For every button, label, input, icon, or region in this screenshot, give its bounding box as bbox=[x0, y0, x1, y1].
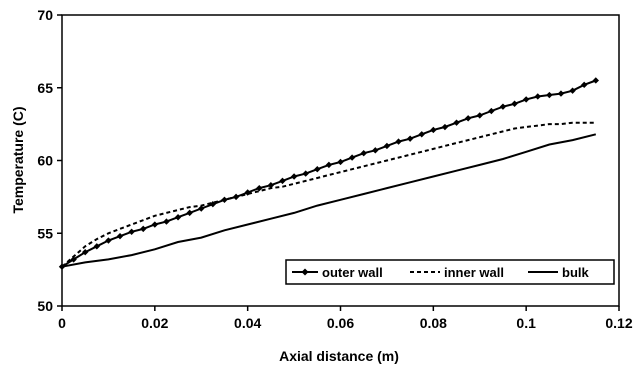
y-tick-label: 55 bbox=[37, 225, 53, 241]
x-tick-label: 0 bbox=[58, 315, 66, 331]
point-outer-wall bbox=[93, 243, 101, 250]
series-layer bbox=[58, 77, 599, 270]
point-outer-wall bbox=[267, 182, 275, 189]
point-outer-wall bbox=[256, 184, 263, 192]
point-outer-wall bbox=[395, 138, 402, 145]
legend-marker-outer-wall bbox=[301, 268, 309, 276]
point-outer-wall bbox=[314, 166, 321, 173]
point-outer-wall bbox=[418, 131, 425, 138]
legend-label-outer-wall: outer wall bbox=[322, 265, 383, 280]
x-tick-label: 0.12 bbox=[605, 315, 632, 331]
series-line-inner-wall bbox=[61, 121, 596, 268]
y-tick-label: 65 bbox=[37, 80, 53, 96]
point-outer-wall bbox=[82, 248, 89, 256]
point-outer-wall bbox=[557, 90, 565, 97]
y-tick-label: 70 bbox=[37, 7, 53, 23]
point-outer-wall bbox=[522, 96, 530, 103]
point-outer-wall bbox=[290, 173, 298, 180]
point-outer-wall bbox=[348, 154, 356, 161]
y-axis-title: Temperature (C) bbox=[10, 106, 26, 213]
legend-label-bulk: bulk bbox=[562, 265, 589, 280]
x-tick-label: 0.02 bbox=[141, 315, 168, 331]
legend: outer wall inner wall bulk bbox=[285, 259, 615, 285]
y-tick-label: 50 bbox=[37, 298, 53, 314]
point-outer-wall bbox=[70, 256, 77, 263]
point-outer-wall bbox=[198, 205, 205, 212]
point-outer-wall bbox=[174, 214, 182, 221]
point-outer-wall bbox=[430, 126, 437, 134]
point-outer-wall bbox=[105, 237, 112, 244]
x-tick-label: 0.04 bbox=[234, 315, 261, 331]
point-outer-wall bbox=[592, 77, 599, 84]
point-outer-wall bbox=[511, 100, 518, 107]
point-outer-wall bbox=[476, 112, 483, 119]
legend-label-inner-wall: inner wall bbox=[444, 265, 504, 280]
y-tick-label: 60 bbox=[37, 153, 53, 169]
series-line-outer-wall bbox=[61, 79, 597, 268]
point-outer-wall bbox=[128, 228, 135, 235]
point-outer-wall bbox=[499, 103, 507, 110]
x-tick-label: 0.06 bbox=[327, 315, 354, 331]
point-outer-wall bbox=[279, 177, 286, 185]
axes: 0 0.02 0.04 0.06 0.08 0.1 0.12 50 55 60 65 70 bbox=[37, 7, 632, 331]
x-tick-label: 0.1 bbox=[516, 315, 536, 331]
point-outer-wall bbox=[302, 170, 309, 177]
point-outer-wall bbox=[441, 123, 449, 131]
point-outer-wall bbox=[546, 91, 553, 99]
point-outer-wall bbox=[580, 81, 588, 89]
x-axis-title: Axial distance (m) bbox=[279, 348, 399, 364]
point-outer-wall bbox=[186, 209, 193, 217]
series-line-bulk bbox=[61, 133, 597, 268]
point-outer-wall bbox=[372, 147, 379, 154]
x-tick-label: 0.08 bbox=[420, 315, 447, 331]
point-outer-wall bbox=[116, 232, 124, 240]
legend-box bbox=[285, 259, 615, 285]
point-outer-wall bbox=[534, 93, 541, 100]
point-outer-wall bbox=[464, 115, 472, 122]
point-outer-wall bbox=[163, 218, 170, 225]
point-outer-wall bbox=[406, 135, 414, 142]
point-outer-wall bbox=[383, 142, 391, 150]
point-outer-wall bbox=[337, 158, 344, 166]
point-outer-wall bbox=[140, 225, 147, 233]
point-outer-wall bbox=[453, 119, 460, 126]
point-outer-wall bbox=[360, 150, 367, 157]
point-outer-wall bbox=[151, 221, 159, 228]
point-outer-wall bbox=[569, 87, 576, 94]
point-outer-wall bbox=[325, 161, 333, 169]
point-outer-wall bbox=[488, 107, 495, 115]
